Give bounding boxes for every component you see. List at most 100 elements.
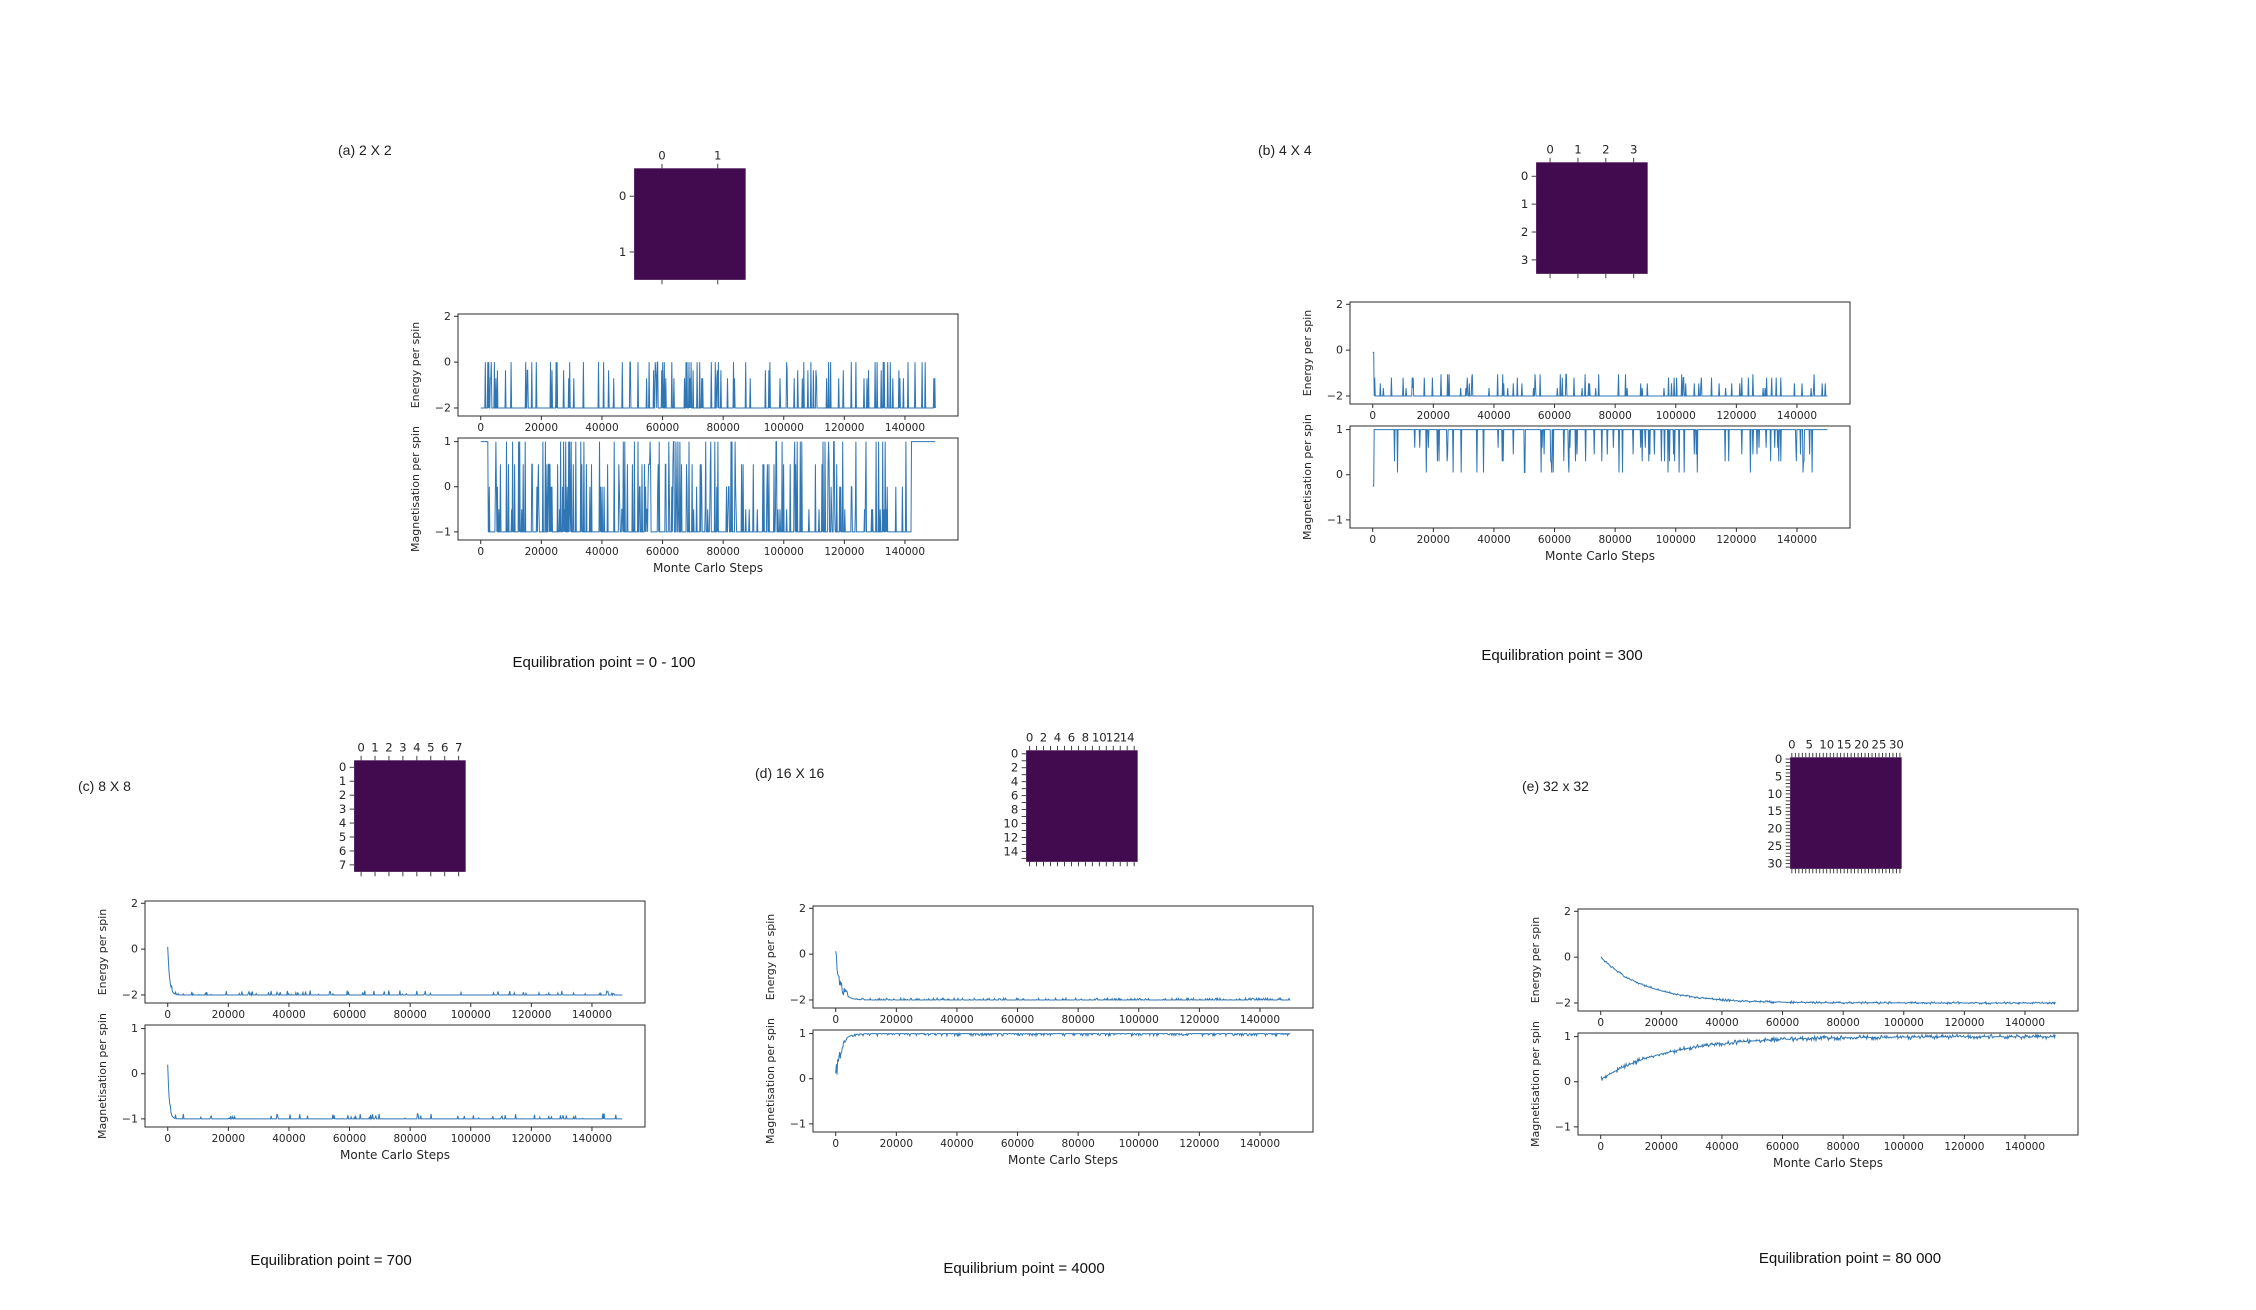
svg-text:0: 0 [1011,747,1018,761]
svg-text:120000: 120000 [1716,410,1756,422]
svg-text:140000: 140000 [1240,1014,1280,1026]
svg-text:−2: −2 [1327,389,1343,402]
svg-text:100000: 100000 [451,1009,491,1021]
svg-text:1: 1 [371,740,378,754]
svg-text:100000: 100000 [764,422,804,434]
svg-text:120000: 120000 [824,546,864,558]
svg-text:1: 1 [339,774,346,788]
svg-text:0: 0 [619,189,626,203]
svg-text:120000: 120000 [511,1009,551,1021]
svg-text:20000: 20000 [1645,1017,1678,1029]
svg-text:0: 0 [444,480,451,493]
svg-text:2: 2 [1521,225,1528,239]
svg-text:20000: 20000 [212,1009,245,1021]
svg-text:100000: 100000 [1884,1017,1924,1029]
svg-text:40000: 40000 [272,1009,305,1021]
svg-text:20: 20 [1854,737,1869,751]
panel-label-d: (d) 16 X 16 [755,765,825,781]
svg-text:2: 2 [1564,905,1571,918]
svg-text:3: 3 [1630,142,1637,156]
svg-text:Monte Carlo Steps: Monte Carlo Steps [340,1148,450,1162]
svg-text:−1: −1 [1327,513,1343,526]
svg-text:25: 25 [1872,737,1887,751]
svg-text:1: 1 [799,1027,806,1040]
svg-text:14: 14 [1003,844,1018,858]
svg-text:8: 8 [1011,802,1018,816]
svg-text:30: 30 [1889,737,1904,751]
svg-text:100000: 100000 [1119,1138,1159,1150]
mc-plots-b: 20−20 20000 40000 60000 80000 100000 120000 140… [1301,298,1851,563]
svg-text:5: 5 [1775,769,1782,783]
svg-text:−1: −1 [122,1112,138,1125]
svg-text:0: 0 [1775,752,1782,766]
svg-text:2: 2 [339,788,346,802]
svg-text:0: 0 [799,1072,806,1085]
svg-text:0: 0 [1564,951,1571,964]
svg-text:120000: 120000 [1179,1014,1219,1026]
svg-text:2: 2 [131,897,138,910]
svg-text:4: 4 [413,740,420,754]
svg-text:1: 1 [444,435,451,448]
lattice-heatmap-b: 0 1 2 3 0 1 2 3 [1521,142,1648,279]
svg-text:80000: 80000 [1598,534,1631,546]
svg-text:25: 25 [1767,839,1782,853]
svg-text:120000: 120000 [1944,1017,1984,1029]
svg-text:100000: 100000 [1656,534,1696,546]
svg-text:140000: 140000 [2005,1141,2045,1153]
svg-text:5: 5 [427,740,434,754]
svg-text:20000: 20000 [880,1138,913,1150]
svg-text:−1: −1 [1555,1120,1571,1133]
svg-text:6: 6 [339,844,346,858]
svg-text:80000: 80000 [393,1133,426,1145]
svg-text:0: 0 [832,1014,839,1026]
svg-text:120000: 120000 [1179,1138,1219,1150]
svg-text:100000: 100000 [1884,1141,1924,1153]
mc-plots-d: 20−20 20000 40000 60000 80000 100000 120000 140… [764,902,1314,1167]
svg-text:0: 0 [1369,534,1376,546]
svg-text:0: 0 [164,1133,171,1145]
svg-text:60000: 60000 [333,1009,366,1021]
svg-text:0: 0 [832,1138,839,1150]
equilibration-caption-c: Equilibration point = 700 [250,1252,412,1269]
svg-text:20000: 20000 [1417,534,1450,546]
svg-text:Monte Carlo Steps: Monte Carlo Steps [653,561,763,575]
svg-text:140000: 140000 [1777,534,1817,546]
lattice-heatmap-a: 0 1 0 1 [619,148,746,285]
svg-text:15: 15 [1837,737,1852,751]
svg-text:40000: 40000 [1477,410,1510,422]
svg-text:140000: 140000 [1240,1138,1280,1150]
svg-text:100000: 100000 [1656,410,1696,422]
svg-text:Monte Carlo Steps: Monte Carlo Steps [1008,1153,1118,1167]
svg-text:0: 0 [477,546,484,558]
svg-text:1: 1 [1564,1030,1571,1043]
svg-text:140000: 140000 [572,1133,612,1145]
svg-text:6: 6 [441,740,448,754]
svg-text:4: 4 [1054,730,1061,744]
svg-text:0: 0 [1336,344,1343,357]
svg-text:5: 5 [1806,737,1813,751]
svg-text:Monte Carlo Steps: Monte Carlo Steps [1773,1156,1883,1170]
svg-text:40000: 40000 [585,546,618,558]
panel-label-b: (b) 4 X 4 [1258,142,1312,158]
svg-text:12: 12 [1106,730,1121,744]
svg-text:8: 8 [1082,730,1089,744]
svg-text:Magnetisation per spin: Magnetisation per spin [764,1018,777,1144]
svg-text:80000: 80000 [1598,410,1631,422]
svg-text:0: 0 [1597,1141,1604,1153]
svg-text:6: 6 [1011,789,1018,803]
equilibration-caption-e: Equilibration point = 80 000 [1758,1250,1942,1267]
svg-text:140000: 140000 [1777,410,1817,422]
svg-text:100000: 100000 [1119,1014,1159,1026]
svg-text:1: 1 [714,148,721,162]
equilibration-caption-d: Equilibrium point = 4000 [943,1260,1105,1277]
svg-text:80000: 80000 [1826,1141,1859,1153]
svg-text:0: 0 [1788,737,1795,751]
svg-text:Magnetisation per spin: Magnetisation per spin [1529,1021,1542,1147]
svg-text:60000: 60000 [646,546,679,558]
svg-text:0: 0 [1369,410,1376,422]
svg-text:30: 30 [1767,857,1782,871]
